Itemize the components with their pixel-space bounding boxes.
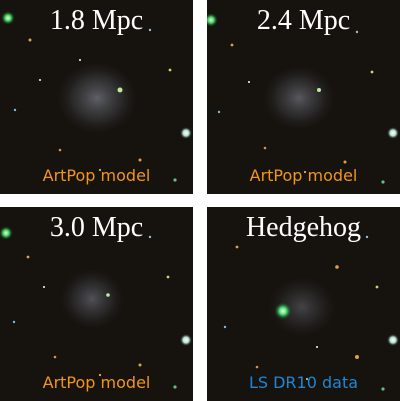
distance-label: 1.8 Mpc xyxy=(49,5,144,36)
source-caption: ArtPop model xyxy=(42,166,151,185)
image-panel-1: 1.8 Mpc ArtPop model xyxy=(0,0,193,194)
source-caption: ArtPop model xyxy=(42,373,151,392)
sky-image xyxy=(0,0,193,194)
sky-image xyxy=(207,0,400,194)
sky-image xyxy=(207,207,400,401)
distance-label: 2.4 Mpc xyxy=(256,5,351,36)
sky-image xyxy=(0,207,193,401)
source-caption: LS DR10 data xyxy=(248,373,359,392)
image-panel-3: 3.0 Mpc ArtPop model xyxy=(0,207,193,401)
image-panel-4: Hedgehog LS DR10 data xyxy=(207,207,400,401)
source-caption: ArtPop model xyxy=(249,166,358,185)
object-name-label: Hedgehog xyxy=(245,212,362,243)
image-panel-2: 2.4 Mpc ArtPop model xyxy=(207,0,400,194)
distance-label: 3.0 Mpc xyxy=(49,212,144,243)
